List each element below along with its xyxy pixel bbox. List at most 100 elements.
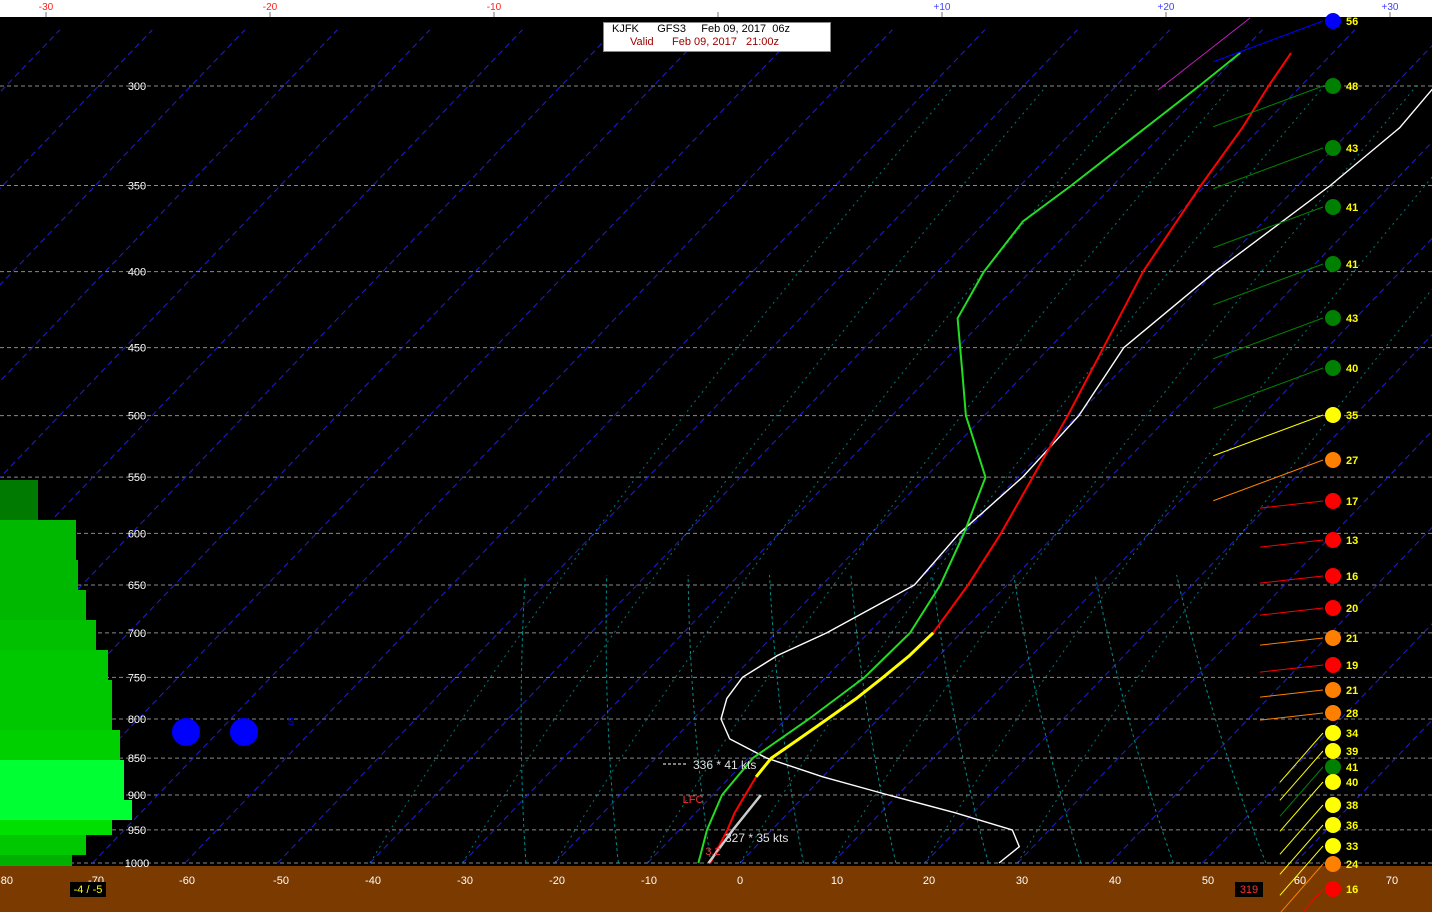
wind-dot bbox=[1325, 682, 1341, 698]
wind-speed-label: 28 bbox=[1346, 708, 1358, 720]
wind-barb bbox=[1260, 500, 1324, 509]
wind-dot bbox=[1325, 13, 1341, 29]
isobar-label: 350 bbox=[128, 180, 146, 192]
moist-adiabat-line bbox=[462, 85, 1047, 864]
wind-speed-label: 48 bbox=[1346, 81, 1358, 93]
moist-adiabat-line bbox=[554, 85, 1140, 864]
wind-dot bbox=[1325, 856, 1341, 872]
bottom-temp-label: -80 bbox=[0, 875, 13, 887]
wind-dot bbox=[1325, 78, 1341, 94]
wind-barb bbox=[1157, 17, 1251, 91]
wind-barb bbox=[1260, 664, 1324, 673]
wind-speed-label: 33 bbox=[1346, 841, 1358, 853]
wind-speed-label: 36 bbox=[1346, 820, 1358, 832]
wind-dot bbox=[1325, 725, 1341, 741]
bottom-temp-label: -10 bbox=[641, 875, 657, 887]
rh-bar bbox=[0, 560, 78, 590]
lfc-label: LFC bbox=[683, 794, 704, 806]
wind-dot bbox=[1325, 705, 1341, 721]
wind-barb bbox=[1213, 317, 1324, 360]
wind-speed-label: 39 bbox=[1346, 746, 1358, 758]
isotherm-line bbox=[0, 29, 153, 190]
wind-speed-label: 43 bbox=[1346, 313, 1358, 325]
top-axis-label: -30 bbox=[39, 2, 54, 13]
wind-speed-label: 19 bbox=[1346, 660, 1358, 672]
top-axis-label: -20 bbox=[263, 2, 278, 13]
isotherm-line bbox=[0, 29, 338, 382]
isotherm-line bbox=[92, 29, 893, 864]
wind-speed-label: 24 bbox=[1346, 859, 1359, 871]
rh-bar bbox=[0, 820, 112, 835]
parcel-value-label: 3.2 bbox=[705, 846, 720, 858]
rh-bars bbox=[0, 480, 132, 866]
bottom-temp-label: 0 bbox=[737, 875, 743, 887]
wind-barb bbox=[1260, 637, 1324, 646]
isobar-label: 450 bbox=[128, 343, 146, 355]
rh-bar bbox=[0, 855, 72, 866]
wind-speed-label: 17 bbox=[1346, 496, 1358, 508]
top-axis-strip bbox=[0, 0, 1432, 17]
run-date: Feb 09, 2017 bbox=[701, 23, 767, 35]
isobar-label: 550 bbox=[128, 472, 146, 484]
dry-adiabat-line bbox=[687, 574, 712, 864]
wind-barb bbox=[1279, 732, 1324, 783]
bottom-temp-label: -30 bbox=[457, 875, 473, 887]
labels: -30 -20 -10 0 +10 +20 +30300350400450500550600… bbox=[0, 2, 1399, 897]
wind-dot bbox=[1325, 881, 1341, 897]
top-axis-label: 0 bbox=[715, 2, 721, 13]
bottom-temp-label: -50 bbox=[273, 875, 289, 887]
rh-bar bbox=[0, 835, 86, 855]
dry-adiabat-line bbox=[931, 574, 989, 864]
rh-bar bbox=[0, 680, 112, 730]
wind-barb bbox=[1213, 367, 1324, 410]
wind-dot bbox=[1325, 568, 1341, 584]
valid-label: Valid bbox=[630, 36, 654, 48]
wind-barb bbox=[1279, 804, 1324, 855]
isobar-label: 750 bbox=[128, 672, 146, 684]
wind-speed-label: 41 bbox=[1346, 202, 1358, 214]
wind-speed-label: 34 bbox=[1346, 728, 1359, 740]
level-dot bbox=[230, 718, 258, 746]
wind-dot bbox=[1325, 797, 1341, 813]
wind-barb bbox=[1213, 459, 1324, 502]
wind-dot bbox=[1325, 774, 1341, 790]
wind-barb bbox=[1260, 689, 1324, 698]
isotherm-line bbox=[647, 45, 1432, 864]
wind-barb bbox=[1302, 888, 1324, 912]
wind-speed-label: 16 bbox=[1346, 884, 1358, 896]
wind-dot bbox=[1325, 630, 1341, 646]
moist-adiabat-line bbox=[924, 176, 1432, 864]
wind-speed-label: 21 bbox=[1346, 685, 1358, 697]
wind-dot bbox=[1325, 199, 1341, 215]
isotherm-line bbox=[739, 141, 1432, 864]
wind-barb bbox=[1279, 750, 1324, 801]
wind-dot bbox=[1325, 360, 1341, 376]
isotherm-line bbox=[277, 29, 1078, 864]
isotherm-line bbox=[1109, 526, 1432, 864]
bottom-left-box bbox=[70, 882, 106, 897]
isotherm-line bbox=[0, 29, 523, 575]
wind-barb bbox=[1280, 863, 1324, 912]
rh-bar bbox=[0, 800, 132, 820]
bottom-temp-label: -40 bbox=[365, 875, 381, 887]
top-axis-label: +20 bbox=[1158, 2, 1175, 13]
wind-barb bbox=[1213, 414, 1324, 457]
wind-barb bbox=[1279, 845, 1324, 896]
isotherm-line bbox=[554, 29, 1356, 864]
rh-bar bbox=[0, 480, 38, 520]
rh-bar bbox=[0, 650, 108, 680]
wind-barb bbox=[1279, 766, 1324, 817]
isobar-label: 500 bbox=[128, 411, 146, 423]
isotherm-line bbox=[0, 29, 246, 286]
bottom-right-box bbox=[1235, 882, 1263, 897]
wind-dot bbox=[1325, 140, 1341, 156]
wind-barb bbox=[1279, 824, 1324, 875]
wind-speed-label: 41 bbox=[1346, 762, 1358, 774]
wind-barb bbox=[1213, 263, 1324, 306]
wind-barb bbox=[1260, 539, 1324, 548]
isotherm-line bbox=[462, 29, 1263, 864]
wind-dot bbox=[1325, 759, 1341, 775]
top-axis-label: +10 bbox=[934, 2, 951, 13]
model-name: GFS3 bbox=[657, 23, 686, 35]
